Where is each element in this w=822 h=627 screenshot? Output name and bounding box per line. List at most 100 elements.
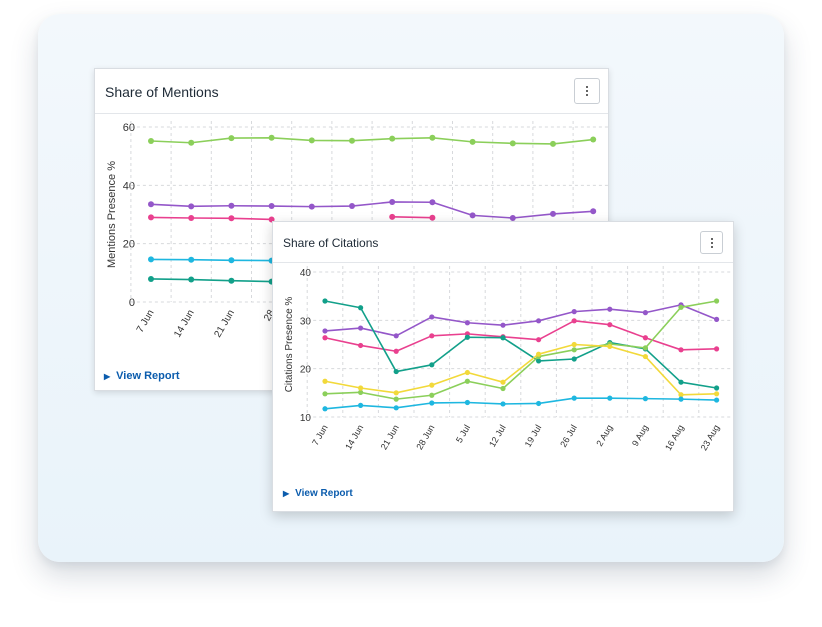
view-report-link[interactable]: ▶ View Report [283, 488, 353, 499]
data-point [393, 368, 399, 375]
data-point [714, 346, 720, 352]
data-point [678, 347, 684, 353]
data-point [536, 400, 542, 407]
data-point [607, 395, 613, 401]
data-point [500, 385, 506, 392]
y-tick-label: 40 [123, 180, 135, 192]
data-point [509, 140, 516, 147]
data-point [148, 201, 154, 208]
data-point [393, 396, 399, 402]
data-point [464, 399, 470, 406]
data-point [500, 379, 506, 385]
x-tick-label: 21 Jun [379, 423, 401, 451]
view-report-link[interactable]: ▶ View Report [104, 370, 180, 382]
data-point [389, 213, 396, 220]
share-of-citations-card: Share of Citations 10 20 30 40 Citations Pre… [272, 221, 734, 512]
y-tick-label: 30 [300, 316, 312, 327]
data-point [536, 358, 542, 364]
data-point [571, 309, 577, 315]
data-point [268, 216, 275, 223]
data-point [607, 306, 613, 312]
kebab-menu-icon [586, 86, 588, 96]
data-point [358, 402, 364, 408]
data-point [500, 401, 506, 407]
data-point [642, 310, 648, 316]
data-point [358, 305, 364, 311]
data-point [571, 356, 577, 362]
data-point [188, 215, 195, 221]
data-point [188, 276, 195, 283]
data-point [429, 333, 435, 339]
data-point [389, 135, 396, 142]
card-title: Share of Mentions [105, 84, 219, 100]
x-tick-label: 19 Jul [523, 423, 544, 449]
card-menu-button[interactable] [574, 78, 600, 104]
data-point [642, 353, 648, 360]
data-point [322, 406, 328, 412]
data-point [469, 138, 476, 145]
data-point [571, 341, 577, 348]
data-point [322, 378, 328, 384]
series-line [324, 320, 717, 353]
data-point [536, 351, 542, 357]
series-line [324, 397, 717, 410]
card-header: Share of Mentions [95, 69, 608, 114]
x-tick-label: 28 Jun [414, 423, 436, 451]
data-point [358, 342, 364, 349]
x-tick-label: 14 Jun [172, 308, 197, 340]
data-point [429, 134, 436, 141]
y-tick-label: 20 [123, 239, 135, 251]
x-tick-label: 16 Aug [663, 423, 686, 452]
x-tick-label: 5 Jul [454, 423, 472, 444]
data-point [642, 335, 648, 341]
data-point [464, 378, 470, 384]
data-point [678, 379, 684, 385]
y-tick-label: 40 [300, 268, 312, 279]
data-point [389, 198, 396, 205]
data-point [148, 138, 154, 144]
series-line [150, 278, 272, 283]
data-point [464, 369, 470, 376]
kebab-menu-icon [710, 237, 713, 248]
data-point [268, 134, 275, 141]
data-point [714, 391, 720, 397]
data-point [349, 137, 355, 144]
data-point [349, 203, 355, 210]
y-tick-label: 0 [129, 297, 135, 309]
series-line [150, 216, 272, 221]
data-point [322, 335, 328, 341]
data-point [429, 362, 435, 368]
data-point [188, 203, 195, 210]
data-point [228, 215, 235, 222]
data-point [590, 136, 597, 143]
data-point [714, 385, 720, 391]
series-line [150, 201, 594, 219]
citations-chart: 10 20 30 40 Citations Presence % 7 Jun 14 Jun 2… [284, 266, 733, 452]
data-point [228, 277, 235, 284]
data-point [188, 256, 195, 263]
data-point [464, 334, 470, 340]
series-line [392, 216, 433, 219]
data-point [500, 335, 506, 341]
card-menu-button[interactable] [700, 231, 723, 254]
data-point [308, 137, 315, 144]
y-tick-label: 60 [123, 122, 135, 134]
x-tick-label: 9 Aug [630, 423, 650, 448]
data-point [678, 392, 684, 398]
data-point [358, 389, 364, 395]
data-point [469, 212, 476, 219]
data-point [550, 210, 556, 217]
data-point [550, 140, 556, 147]
data-point [393, 348, 399, 354]
data-point [322, 298, 328, 304]
data-point [429, 392, 435, 398]
data-point [607, 343, 613, 350]
view-report-label: View Report [116, 370, 180, 382]
x-tick-label: 21 Jun [212, 308, 237, 340]
data-point [322, 391, 328, 397]
data-point [571, 318, 577, 324]
data-point [148, 256, 154, 263]
data-point [714, 397, 720, 403]
data-point [571, 395, 577, 401]
data-point [308, 203, 315, 210]
